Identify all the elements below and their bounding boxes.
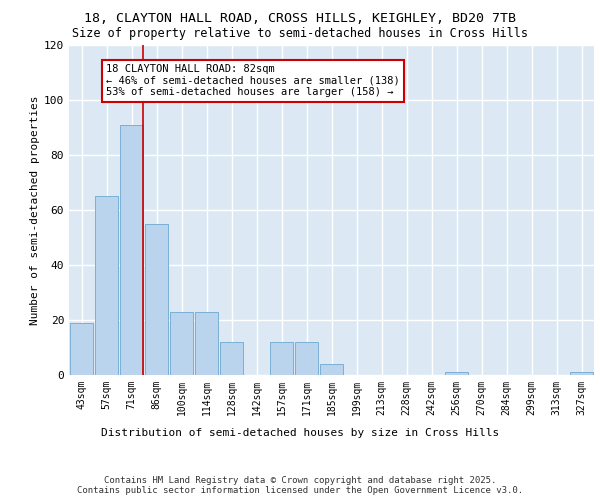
Bar [445,372,468,375]
Bar [95,196,118,375]
Bar [320,364,343,375]
Text: 18 CLAYTON HALL ROAD: 82sqm
← 46% of semi-detached houses are smaller (138)
53% : 18 CLAYTON HALL ROAD: 82sqm ← 46% of sem… [107,64,400,98]
Bar [220,342,243,375]
Bar [570,372,593,375]
Bar [145,224,168,375]
Bar [195,312,218,375]
Text: Distribution of semi-detached houses by size in Cross Hills: Distribution of semi-detached houses by … [101,428,499,438]
Y-axis label: Number of semi-detached properties: Number of semi-detached properties [30,95,40,325]
Bar [295,342,318,375]
Bar [70,323,93,375]
Text: Size of property relative to semi-detached houses in Cross Hills: Size of property relative to semi-detach… [72,28,528,40]
Bar [120,124,143,375]
Bar [270,342,293,375]
Bar [170,312,193,375]
Text: Contains HM Land Registry data © Crown copyright and database right 2025.
Contai: Contains HM Land Registry data © Crown c… [77,476,523,495]
Text: 18, CLAYTON HALL ROAD, CROSS HILLS, KEIGHLEY, BD20 7TB: 18, CLAYTON HALL ROAD, CROSS HILLS, KEIG… [84,12,516,26]
